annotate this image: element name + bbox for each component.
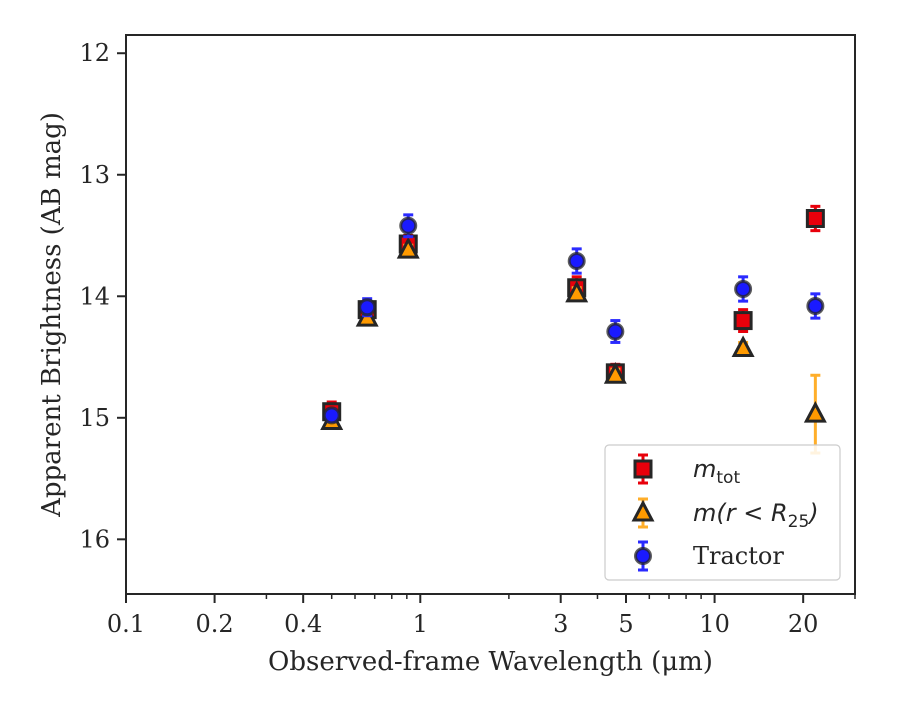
data-point-circle xyxy=(567,252,586,271)
data-point-circle xyxy=(606,322,625,341)
data-point-triangle xyxy=(731,335,755,358)
data-point-square xyxy=(733,311,753,331)
y-tick-label: 12 xyxy=(79,39,110,67)
legend-entry: Tractor xyxy=(634,540,784,572)
legend-label: m(r < R25) xyxy=(693,499,819,532)
series-circle xyxy=(322,213,825,425)
data-point-circle xyxy=(322,406,341,425)
legend-marker-circle xyxy=(634,547,652,565)
legend-label-main: m xyxy=(693,455,716,483)
x-axis-label: Observed-frame Wavelength (μm) xyxy=(268,647,713,677)
x-tick-label: 20 xyxy=(788,610,819,638)
x-tick-label: 1 xyxy=(413,610,428,638)
legend-label-subscript: 25 xyxy=(788,512,810,532)
legend-marker-triangle xyxy=(631,499,655,522)
legend-box xyxy=(604,444,841,581)
x-tick-label: 5 xyxy=(618,610,633,638)
legend-label: mtot xyxy=(693,455,740,488)
x-tick-label: 10 xyxy=(699,610,730,638)
data-layer xyxy=(320,204,827,455)
y-axis-label: Apparent Brightness (AB mag) xyxy=(37,112,67,518)
data-point-circle xyxy=(399,216,418,235)
y-tick-label: 13 xyxy=(79,161,110,189)
y-tick-label: 15 xyxy=(79,404,110,432)
legend-entry: mtot xyxy=(633,453,740,488)
legend-marker-square xyxy=(633,459,653,479)
legend-label-main: Tractor xyxy=(693,542,784,570)
data-point-circle xyxy=(806,296,825,315)
data-point-triangle xyxy=(565,280,589,303)
y-tick-label: 16 xyxy=(79,525,110,553)
x-tick-label: 0.1 xyxy=(107,610,145,638)
data-point-circle xyxy=(734,279,753,298)
data-point-triangle xyxy=(603,362,627,384)
legend: mtot m(r < R25) Tractor xyxy=(604,444,841,581)
data-point-square xyxy=(805,208,825,228)
legend-label-subscript: tot xyxy=(716,468,740,488)
series-square xyxy=(322,204,825,423)
legend-label: Tractor xyxy=(693,542,784,570)
legend-label-tail: ) xyxy=(807,499,818,527)
legend-entry: m(r < R25) xyxy=(631,497,819,532)
x-tick-label: 0.4 xyxy=(284,610,322,638)
data-point-triangle xyxy=(396,236,420,259)
plot-frame xyxy=(125,34,856,595)
y-tick-label: 14 xyxy=(79,282,110,310)
data-point-circle xyxy=(358,298,377,317)
x-tick-label: 3 xyxy=(553,610,568,638)
x-tick-label: 0.2 xyxy=(196,610,234,638)
data-point-triangle xyxy=(803,400,827,423)
legend-label-main: m(r < R xyxy=(693,499,788,527)
